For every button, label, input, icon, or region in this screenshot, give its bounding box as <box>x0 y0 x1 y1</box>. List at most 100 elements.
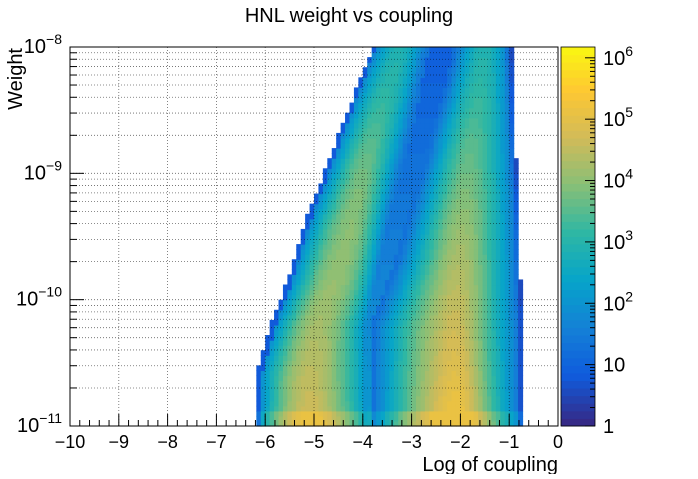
heatmap-cell <box>438 324 444 331</box>
heatmap-cell <box>362 82 368 89</box>
heatmap-cell <box>380 203 386 210</box>
heatmap-cell <box>345 350 351 356</box>
heatmap-cell <box>487 309 493 316</box>
heatmap-cell <box>291 259 297 265</box>
heatmap-cell <box>455 340 461 346</box>
heatmap-cell <box>460 324 466 331</box>
heatmap-cell <box>464 264 470 270</box>
heatmap-cell <box>478 153 484 159</box>
heatmap-cell <box>265 405 271 412</box>
heatmap-cell <box>291 289 297 296</box>
heatmap-cell <box>504 92 510 99</box>
heatmap-cell <box>433 355 439 361</box>
heatmap-cell <box>282 304 288 311</box>
heatmap-cell <box>291 279 297 286</box>
heatmap-cell <box>478 213 484 220</box>
heatmap-cell <box>362 244 368 250</box>
heatmap-cell <box>411 168 417 174</box>
heatmap-cell <box>380 420 386 427</box>
heatmap-cell <box>384 47 391 53</box>
heatmap-cell <box>314 385 320 392</box>
heatmap-cell <box>504 77 510 83</box>
heatmap-cell <box>345 132 351 139</box>
heatmap-cell <box>504 284 510 291</box>
heatmap-cell <box>389 233 395 240</box>
heatmap-cell <box>278 350 284 356</box>
heatmap-cell <box>513 360 519 366</box>
heatmap-cell <box>495 299 501 306</box>
heatmap-cell <box>371 203 377 210</box>
heatmap-cell <box>353 269 359 275</box>
heatmap-cell <box>491 309 497 316</box>
heatmap-cell <box>331 153 337 159</box>
heatmap-cell <box>455 203 461 210</box>
heatmap-cell <box>314 355 320 361</box>
heatmap-cell <box>455 309 461 316</box>
heatmap-cell <box>495 183 501 190</box>
heatmap-cell <box>416 183 422 190</box>
heatmap-cell <box>367 390 373 397</box>
x-tick-label: −2 <box>450 432 471 452</box>
heatmap-cell <box>447 350 453 356</box>
heatmap-cell <box>518 294 524 301</box>
heatmap-cell <box>424 309 430 316</box>
x-tick-label: −10 <box>55 432 86 452</box>
heatmap-cell <box>376 365 382 372</box>
heatmap-cell <box>478 244 484 250</box>
heatmap-cell <box>269 420 275 427</box>
heatmap-cell <box>464 319 470 326</box>
heatmap-cell <box>473 67 479 73</box>
color-scale-step <box>561 410 595 419</box>
heatmap-cell <box>491 385 497 392</box>
heatmap-cell <box>358 345 364 351</box>
heatmap-cell <box>491 264 497 270</box>
heatmap-cell <box>362 415 368 422</box>
color-scale-step <box>561 107 595 116</box>
heatmap-cell <box>380 259 386 265</box>
heatmap-cell <box>362 208 368 215</box>
heatmap-cell <box>442 77 448 83</box>
heatmap-cell <box>345 208 351 215</box>
heatmap-cell <box>509 178 515 185</box>
heatmap-cell <box>300 380 306 387</box>
heatmap-cell <box>442 62 448 68</box>
heatmap-cell <box>478 183 484 190</box>
heatmap-cell <box>504 52 510 58</box>
heatmap-cell <box>487 188 493 195</box>
heatmap-cell <box>495 345 501 351</box>
heatmap-cell <box>464 249 470 255</box>
heatmap-cell <box>478 279 484 286</box>
heatmap-cell <box>495 370 501 377</box>
heatmap-cell <box>384 72 391 78</box>
heatmap-cell <box>464 47 470 53</box>
heatmap-cell <box>371 223 377 230</box>
heatmap-cell <box>362 188 368 195</box>
heatmap-cell <box>491 163 497 169</box>
heatmap-cell <box>358 148 364 154</box>
heatmap-cell <box>438 183 444 190</box>
heatmap-cell <box>420 355 426 361</box>
heatmap-cell <box>358 375 364 382</box>
heatmap-cell <box>322 203 328 210</box>
heatmap-cell <box>398 173 404 179</box>
heatmap-cell <box>318 365 324 372</box>
heatmap-cell <box>336 173 342 179</box>
heatmap-cell <box>509 284 515 291</box>
heatmap-cell <box>429 400 435 407</box>
heatmap-cell <box>393 163 399 169</box>
heatmap-cell <box>438 249 444 255</box>
heatmap-cell <box>469 355 475 361</box>
heatmap-cell <box>504 345 510 351</box>
heatmap-cell <box>367 294 373 301</box>
heatmap-cell <box>407 375 413 382</box>
heatmap-cell <box>495 355 501 361</box>
heatmap-cell <box>420 335 426 341</box>
heatmap-cell <box>327 228 333 235</box>
heatmap-cell <box>340 340 346 346</box>
heatmap-cell <box>500 132 506 139</box>
heatmap-cell <box>504 168 510 174</box>
heatmap-cell <box>384 213 391 220</box>
heatmap-cell <box>478 218 484 225</box>
heatmap-cell <box>473 132 479 139</box>
heatmap-cell <box>358 208 364 215</box>
